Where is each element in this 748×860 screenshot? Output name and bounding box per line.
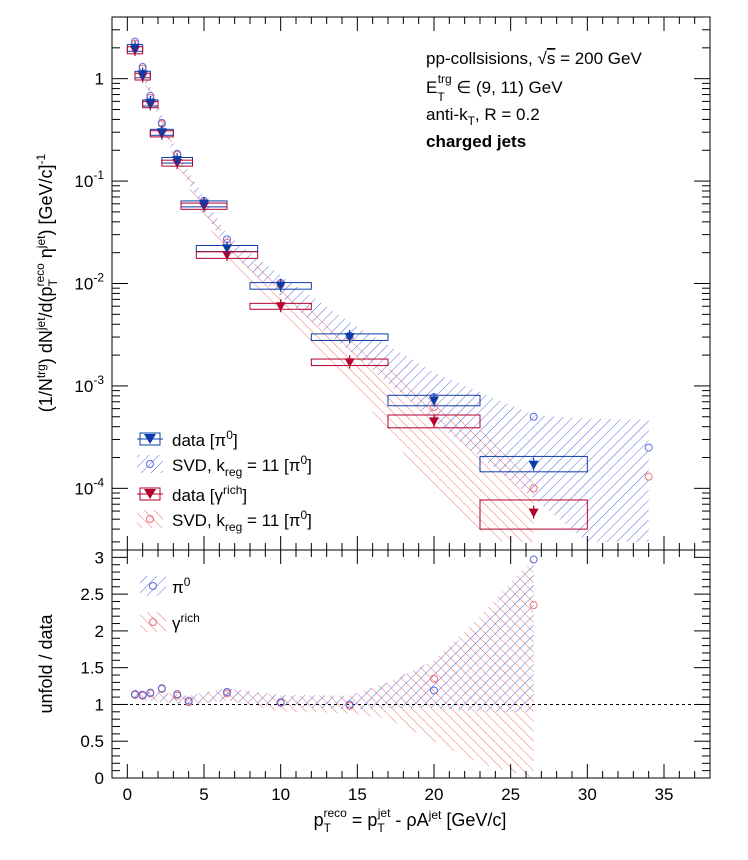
top-y-tick-label-3: 10-1 — [74, 168, 104, 191]
top-y-tick-label-2: 10-2 — [74, 271, 104, 294]
top-y-tick-label-1: 10-3 — [74, 373, 104, 396]
top-y-tick-label-4: 1 — [95, 70, 104, 89]
bottom-y-tick-label-5: 2.5 — [80, 585, 104, 604]
ratio-band-pi0 — [135, 557, 534, 712]
ratio-points — [131, 555, 538, 710]
bottom-y-tick-label-3: 1.5 — [80, 659, 104, 678]
legend-marker-svd-gamma — [146, 515, 154, 523]
legend-marker-data-pi0 — [144, 434, 156, 444]
legend-entry-data-pi0: data [π0] — [137, 428, 238, 450]
bottom-legend: π0 γrich — [140, 575, 200, 633]
ratio-gamma-point-10 — [529, 601, 538, 610]
annotation-block: pp-collsisions, √s = 200 GeV ETtrg ∈ (9,… — [426, 49, 642, 151]
top-panel: 10-4 10-3 10-2 10-1 1 — [74, 16, 711, 551]
x-tick-label-2: 10 — [271, 785, 290, 804]
x-tick-label-5: 25 — [501, 785, 520, 804]
bottom-y-tick-label-6: 3 — [95, 548, 104, 567]
legend-entry-ratio-gamma: γrich — [140, 611, 200, 633]
legend-entry-svd-gamma: SVD, kreg = 11 [π0] — [137, 508, 312, 534]
ratio-pi0-point-5 — [184, 696, 193, 705]
ratio-pi0-point-4 — [173, 690, 182, 699]
top-y-axis: 10-4 10-3 10-2 10-1 1 — [74, 16, 710, 543]
top-x-axis-ticks — [126, 17, 696, 550]
svd-gamma-point-10 — [529, 484, 538, 493]
x-tick-label-3: 15 — [348, 785, 367, 804]
bottom-y-tick-label-4: 2 — [95, 622, 104, 641]
x-tick-label-4: 20 — [425, 785, 444, 804]
legend-label-ratio-gamma: γrich — [172, 611, 200, 633]
annotation-algorithm: anti-kT, R = 0.2 — [426, 105, 540, 128]
bottom-plot-frame — [111, 549, 711, 779]
ratio-gamma-point-9 — [430, 674, 438, 683]
annotation-collisions: pp-collsisions, √s = 200 GeV — [426, 49, 642, 68]
top-data-points — [130, 37, 653, 519]
bottom-y-axis: 0 0.5 1 1.5 2 2.5 3 — [80, 548, 710, 788]
bottom-panel: 0 0.5 1 1.5 2 2.5 3 0 5 10 15 20 25 30 35 — [80, 548, 711, 804]
bottom-y-axis-title: unfold / data — [36, 613, 56, 713]
ratio-bands — [135, 557, 534, 778]
legend-label-data-gamma: data [γrich] — [172, 483, 247, 505]
annotation-trigger: ETtrg ∈ (9, 11) GeV — [426, 72, 563, 104]
bottom-x-axis: 0 5 10 15 20 25 30 35 — [123, 550, 696, 804]
ratio-pi0-point-1 — [138, 690, 147, 699]
svd-pi0-point-11 — [644, 443, 653, 452]
bottom-y-tick-label-0: 0 — [95, 769, 104, 788]
bottom-y-tick-label-1: 0.5 — [80, 732, 104, 751]
annotation-jets: charged jets — [426, 132, 526, 151]
legend-label-svd-gamma: SVD, kreg = 11 [π0] — [172, 508, 312, 534]
ratio-pi0-point-9 — [430, 686, 438, 695]
bottom-y-tick-label-2: 1 — [95, 695, 104, 714]
band-svd-pi0 — [142, 66, 649, 542]
x-tick-label-1: 5 — [199, 785, 208, 804]
legend-entry-svd-pi0: SVD, kreg = 11 [π0] — [137, 453, 312, 479]
legend-label-svd-pi0: SVD, kreg = 11 [π0] — [172, 453, 312, 479]
ratio-pi0-point-6 — [223, 687, 231, 696]
data-box-gamma-10 — [479, 499, 588, 530]
ratio-band-gamma — [135, 557, 534, 778]
top-y-axis-title: (1/Ntrg) dNjet/d(pTreco ηjet) [GeV/c]-1 — [33, 153, 60, 412]
x-tick-label-7: 35 — [655, 785, 674, 804]
legend-label-data-pi0: data [π0] — [172, 428, 238, 450]
top-y-tick-label-0: 10-4 — [74, 475, 104, 498]
x-tick-label-0: 0 — [123, 785, 132, 804]
ratio-pi0-point-2 — [146, 688, 155, 697]
ratio-pi0-point-0 — [131, 690, 139, 699]
legend-marker-data-gamma — [144, 489, 156, 499]
legend-entry-ratio-pi0: π0 — [140, 575, 191, 597]
ratio-pi0-point-7 — [276, 698, 285, 707]
ratio-pi0-point-8 — [345, 700, 354, 709]
data-box-pi0-10 — [479, 455, 588, 473]
legend-marker-svd-pi0 — [146, 460, 154, 468]
legend-label-ratio-pi0: π0 — [172, 575, 191, 597]
svd-pi0-point-10 — [529, 412, 538, 421]
legend-entry-data-gamma: data [γrich] — [137, 483, 247, 505]
ratio-pi0-point-10 — [529, 555, 538, 564]
band-svd-gamma — [142, 68, 534, 542]
ratio-pi0-point-3 — [157, 684, 166, 693]
x-tick-label-6: 30 — [578, 785, 597, 804]
top-legend: data [π0] SVD, kreg = 11 [π0] data [γric… — [137, 428, 312, 534]
svd-gamma-point-11 — [644, 472, 653, 481]
x-axis-title: pTreco = pTjet - ρAjet [GeV/c] — [314, 806, 507, 835]
top-svd-bands — [142, 66, 649, 542]
